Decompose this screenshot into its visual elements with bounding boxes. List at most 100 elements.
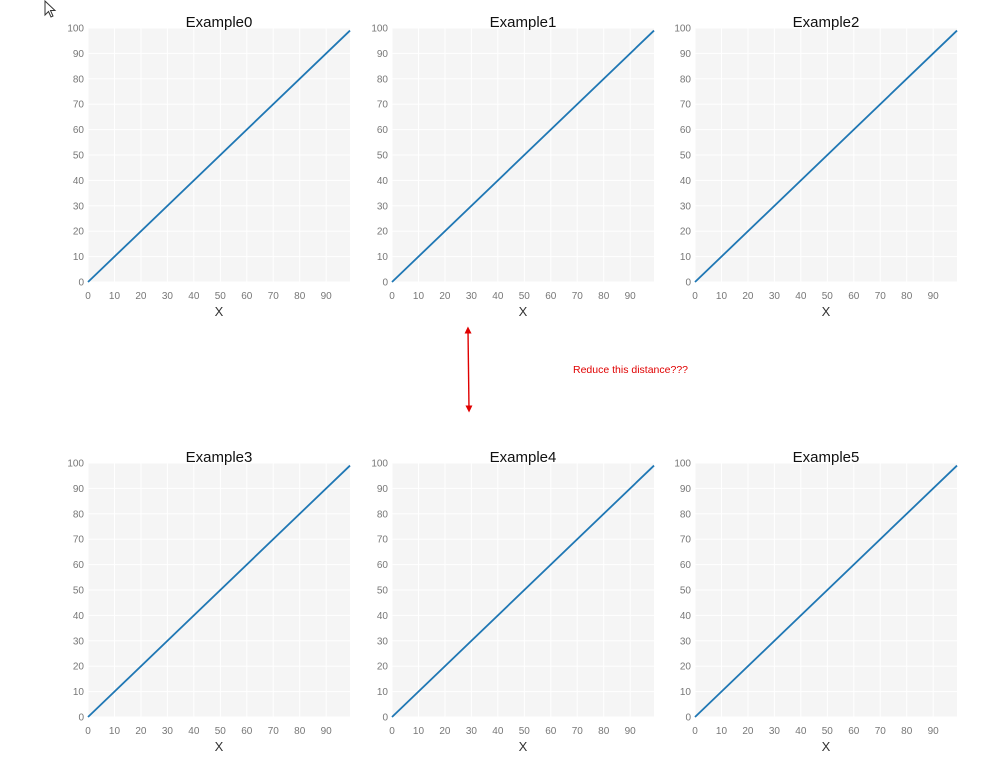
y-tick-label: 30 [377,636,389,647]
y-tick-label: 20 [680,227,692,238]
x-tick-label: 90 [321,726,333,737]
y-tick-label: 30 [73,636,85,647]
x-tick-label: 30 [162,726,174,737]
x-tick-label: 30 [466,726,478,737]
y-tick-label: 0 [685,713,691,724]
x-tick-label: 0 [389,291,395,302]
x-tick-label: 70 [875,291,887,302]
x-axis-label: X [519,304,528,319]
y-tick-label: 50 [73,151,85,162]
series-line [391,29,655,283]
series-line [391,464,655,718]
x-tick-label: 90 [928,291,940,302]
x-tick-label: 90 [928,726,940,737]
x-tick-label: 90 [625,291,637,302]
x-tick-label: 10 [109,291,121,302]
y-tick-label: 50 [377,151,389,162]
y-tick-label: 60 [73,560,85,571]
y-tick-label: 10 [680,252,692,263]
y-tick-label: 80 [377,74,389,85]
x-tick-label: 60 [545,291,557,302]
x-axis-label: X [215,304,224,319]
y-tick-label: 60 [73,125,85,136]
x-tick-label: 20 [439,726,451,737]
y-tick-label: 40 [377,611,389,622]
y-tick-label: 10 [73,687,85,698]
annotation-text: Reduce this distance??? [573,364,688,376]
x-tick-label: 90 [321,291,333,302]
y-tick-label: 60 [680,125,692,136]
subplot-2: 0 10 20 30 40 50 60 70 80 90 100 0 10 20 30 40 50 60 70 80 9… [674,14,958,319]
x-tick-label: 50 [519,726,531,737]
x-tick-label: 20 [742,291,754,302]
y-tick-label: 10 [377,252,389,263]
x-tick-label: 20 [742,726,754,737]
y-tick-label: 40 [377,176,389,187]
y-tick-label: 100 [674,459,691,470]
y-tick-label: 40 [680,176,692,187]
y-tick-label: 90 [73,484,85,495]
y-tick-label: 70 [680,100,692,111]
x-tick-label: 70 [268,726,280,737]
x-tick-label: 40 [188,291,200,302]
x-tick-label: 20 [135,726,147,737]
x-tick-label: 70 [572,726,584,737]
series-line [87,29,351,283]
y-tick-label: 50 [377,586,389,597]
y-tick-label: 0 [382,713,388,724]
x-tick-label: 80 [598,726,610,737]
y-tick-label: 100 [67,459,84,470]
x-tick-label: 0 [389,726,395,737]
y-tick-label: 10 [73,252,85,263]
x-tick-label: 50 [822,726,834,737]
y-tick-label: 20 [73,227,85,238]
x-tick-label: 50 [822,291,834,302]
x-tick-label: 20 [439,291,451,302]
x-axis-label: X [822,304,831,319]
chart-title: Example0 [186,14,253,31]
chart-title: Example5 [793,449,860,466]
x-axis-label: X [822,739,831,754]
y-tick-label: 70 [680,535,692,546]
mouse-cursor-icon [44,0,57,18]
x-tick-label: 0 [692,726,698,737]
x-tick-label: 40 [492,726,504,737]
y-tick-label: 100 [674,24,691,35]
x-tick-label: 40 [795,291,807,302]
y-tick-label: 60 [377,560,389,571]
y-tick-label: 0 [78,278,84,289]
x-tick-label: 20 [135,291,147,302]
x-tick-label: 70 [268,291,280,302]
y-tick-label: 70 [73,100,85,111]
y-tick-label: 60 [680,560,692,571]
y-tick-label: 100 [67,24,84,35]
x-tick-label: 80 [598,291,610,302]
x-tick-label: 40 [492,291,504,302]
chart-title: Example2 [793,14,860,31]
y-tick-label: 70 [377,100,389,111]
x-tick-label: 0 [85,291,91,302]
y-tick-label: 0 [685,278,691,289]
y-tick-label: 70 [73,535,85,546]
y-tick-label: 80 [680,509,692,520]
x-tick-label: 60 [241,726,253,737]
y-tick-label: 10 [377,687,389,698]
x-tick-label: 0 [85,726,91,737]
y-tick-label: 70 [377,535,389,546]
y-tick-label: 90 [680,49,692,60]
y-tick-label: 80 [377,509,389,520]
y-tick-label: 40 [680,611,692,622]
y-tick-label: 100 [371,24,388,35]
y-tick-label: 80 [73,509,85,520]
x-tick-label: 50 [519,291,531,302]
x-axis-label: X [215,739,224,754]
x-tick-label: 60 [848,726,860,737]
x-tick-label: 40 [795,726,807,737]
x-tick-label: 90 [625,726,637,737]
x-tick-label: 80 [901,291,913,302]
series-line [694,464,958,718]
x-tick-label: 30 [162,291,174,302]
y-tick-label: 90 [73,49,85,60]
y-tick-label: 90 [377,484,389,495]
